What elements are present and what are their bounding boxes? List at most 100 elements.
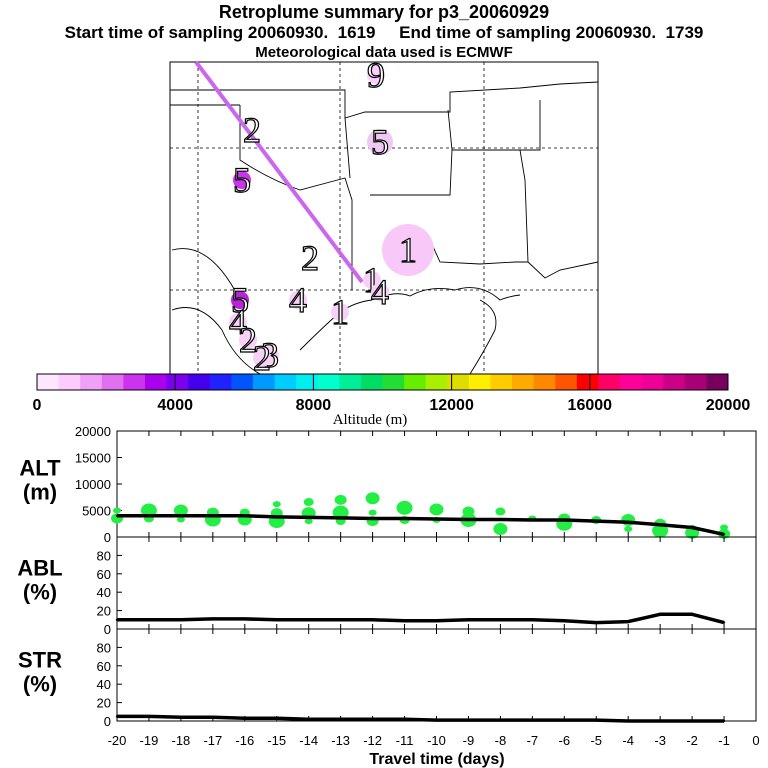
abl-data-point [627,620,630,623]
y-axis-label: ABL [17,556,62,581]
abl-data-point [467,618,470,621]
alt-data-point [307,516,310,519]
y-tick-label: 80 [97,548,111,563]
colorbar-swatch [339,374,362,390]
colorbar-swatch [252,374,276,390]
map-marker-circle [331,303,349,321]
altitude-scatter-point [368,509,377,516]
altitude-scatter-point [624,526,633,533]
y-axis-unit: (%) [23,580,57,605]
abl-data-point [371,618,374,621]
colorbar-swatch [101,374,124,390]
colorbar-swatch [684,374,707,390]
altitude-scatter-point [334,494,347,505]
y-tick-label: 20 [97,604,111,619]
colorbar-tick-label: 12000 [429,397,474,414]
map-marker-label: 2 [301,238,319,278]
str-data-point [307,717,310,721]
map-marker-label: 2 [243,110,261,150]
alt-data-point [627,520,630,524]
abl-data-point [115,618,119,621]
altitude-scatter-point [429,503,444,516]
alt-data-point [275,515,278,519]
y-axis-label: STR [18,648,62,673]
str-data-point [179,716,183,719]
altitude-scatter-point [493,523,508,536]
alt-data-point [179,514,183,517]
x-axis-label: Travel time (days) [369,751,504,768]
colorbar-swatch [576,374,599,390]
colorbar-swatch [555,374,578,390]
colorbar-swatch [360,374,383,390]
map-marker-circle [253,349,271,367]
str-data-point [339,717,342,721]
chart-title: Retroplume summary for p3_20060929 [218,2,550,22]
y-axis-unit: (%) [23,672,57,697]
abl-data-point [690,613,694,616]
map-marker-circle [231,291,249,309]
x-tick-label: -11 [396,733,414,748]
alt-data-point [563,518,566,522]
altitude-scatter-point [304,518,313,525]
x-tick-label: -5 [590,733,602,748]
y-tick-label: 40 [97,585,111,600]
abl-data-point [275,618,278,621]
x-tick-label: -19 [140,733,159,748]
map-marker-label: 5 [371,122,389,162]
colorbar-swatch [425,374,448,390]
alt-data-point [339,516,342,520]
altitude-scatter-point [303,498,314,507]
x-tick-label: -7 [527,733,539,748]
panel-abl: 80 60 40 20 0 ABL(%) [17,536,757,637]
alt-data-point [371,517,374,520]
str-data-point [211,716,215,719]
str-data-point [275,717,278,720]
x-tick-label: -4 [622,733,634,748]
abl-data-point [722,621,726,624]
str-data-point [115,715,119,718]
map-marker-circle [239,331,257,349]
x-tick-label: -10 [427,733,446,748]
x-tick-label: -12 [363,733,382,748]
colorbar-swatch [533,374,556,390]
str-data-point [563,718,566,722]
x-tick-label: -9 [463,733,475,748]
colorbar-swatch [382,374,405,390]
time-series-panels: 20000150001000050000ALT(m)806040200ABL(%… [17,424,757,729]
alt-data-point [211,514,215,517]
abl-data-point [531,618,534,621]
colorbar-swatch [188,374,211,390]
altitude-scatter-point [272,501,281,508]
colorbar-tick-label: 20000 [706,397,751,414]
colorbar-swatch [490,374,513,390]
map-graticule [170,62,598,374]
altitude-scatter-point [140,503,157,518]
colorbar-swatch [706,374,729,390]
str-data-point [722,719,726,723]
altitude-scatter-point [396,500,413,515]
map-marker-circle [382,224,434,276]
x-tick-label: -6 [559,733,571,748]
marker-layer: 952512141454232 [228,54,434,379]
str-data-point [627,719,630,723]
altitude-colorbar: 0 4000 8000 12000 16000 20000 [33,373,751,414]
altitude-scatter-point [176,516,185,523]
x-tick-label: -20 [108,733,127,748]
y-tick-label: 5000 [82,504,111,519]
abl-data-point [339,618,342,621]
abl-data-point [403,619,406,622]
altitude-scatter-point [720,524,729,531]
abl-data-point [435,619,438,622]
abl-data-point [307,618,310,621]
colorbar-swatch [468,374,491,390]
x-tick-label: -1 [718,733,730,748]
colorbar-tick-label: 4000 [157,397,193,414]
alt-series-line [117,514,725,537]
str-series-line [117,714,724,723]
map-marker-label: 4 [371,272,389,312]
abl-data-point [211,617,215,621]
altitude-scatter-point [495,507,506,516]
map-marker-label: 5 [231,280,249,320]
colorbar-swatch [209,374,232,390]
